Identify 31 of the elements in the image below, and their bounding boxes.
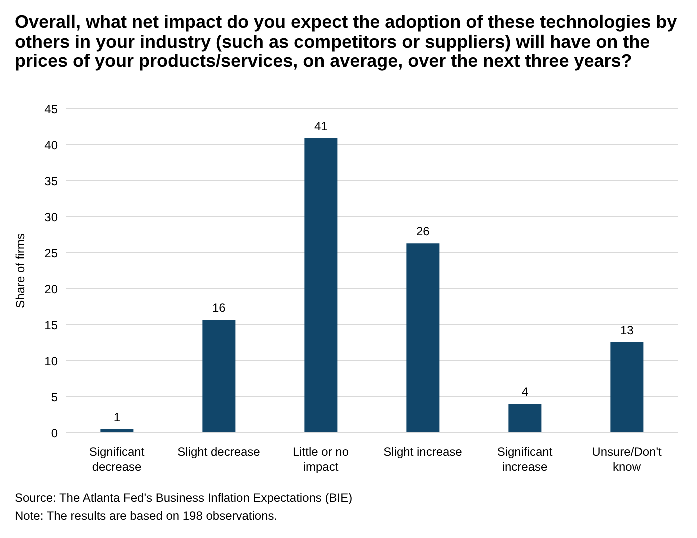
y-tick-label: 25 [44, 246, 58, 260]
y-tick-label: 35 [44, 174, 58, 188]
bar [304, 138, 338, 433]
y-tick-label: 40 [44, 138, 58, 152]
text: Note: The results are based on 198 observations. [15, 508, 279, 525]
x-tick-label: Unsure/Don't know [592, 445, 662, 474]
data-label: 26 [416, 224, 430, 239]
y-tick-label: 15 [44, 318, 58, 332]
data-label: 4 [522, 385, 529, 400]
x-tick-label: Slight decrease [178, 445, 261, 459]
y-tick-label: 10 [44, 354, 58, 368]
x-tick-label: Significant decrease [89, 445, 146, 474]
y-tick-label: 0 [51, 426, 58, 440]
data-label: 16 [212, 300, 226, 315]
bar [508, 404, 542, 433]
bar [202, 320, 236, 433]
chart-title: Overall, what net impact do you expect the adoption of these technologies by others in your industry (such as competitors or suppliers) will have on the prices of your products/services, on average, over the next three years? [15, 12, 678, 72]
y-axis-title: Share of firms [13, 234, 28, 308]
x-tick-label: Slight increase [384, 445, 463, 459]
data-label: 41 [314, 120, 328, 134]
bar [406, 244, 440, 433]
bar [610, 342, 644, 433]
x-tick-label: Little or no impact [292, 445, 350, 474]
y-tick-label: 30 [44, 210, 58, 224]
y-tick-label: 45 [44, 102, 58, 116]
data-label: 13 [620, 323, 634, 338]
source-note: Source: The Atlanta Fed's Business Inflation Expectations (BIE) [15, 490, 353, 507]
x-tick-label: Significant increase [497, 445, 554, 474]
data-label: 1 [114, 410, 121, 424]
y-tick-label: 20 [44, 282, 58, 296]
y-tick-label: 5 [51, 390, 58, 404]
